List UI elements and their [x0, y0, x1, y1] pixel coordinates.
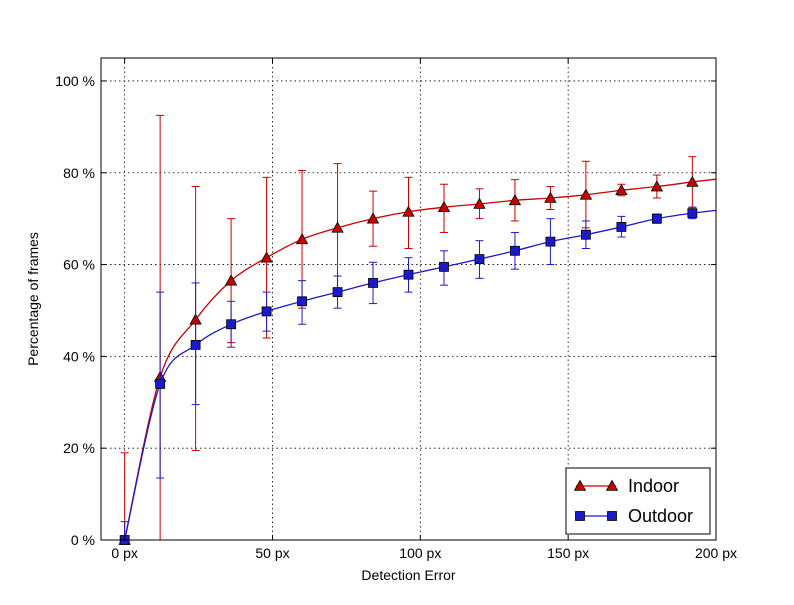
- y-tick-label: 60 %: [63, 257, 95, 273]
- data-point: [261, 306, 272, 317]
- data-point: [439, 261, 449, 272]
- data-point: [616, 222, 627, 232]
- y-axis-label: Percentage of frames: [25, 232, 41, 366]
- x-tick-label: 100 px: [399, 545, 441, 561]
- x-tick-label: 150 px: [547, 545, 589, 561]
- data-point: [368, 278, 378, 288]
- legend-item-outdoor: Outdoor: [575, 506, 693, 526]
- data-point: [544, 191, 557, 203]
- y-tick-label: 40 %: [63, 348, 95, 364]
- data-point: [615, 183, 628, 196]
- data-point: [366, 212, 380, 224]
- x-tick-label: 0 px: [111, 545, 137, 561]
- y-tick-label: 100 %: [55, 73, 95, 89]
- data-point: [686, 175, 699, 187]
- y-tick-label: 20 %: [63, 440, 95, 456]
- data-point: [545, 236, 556, 247]
- data-point: [473, 197, 486, 209]
- data-point: [474, 254, 485, 264]
- plot-frame: [100, 57, 717, 541]
- legend: Indoor Outdoor: [565, 467, 711, 535]
- series-layer: [118, 114, 717, 545]
- x-tick-label: 50 px: [255, 545, 289, 561]
- data-point: [295, 233, 309, 245]
- data-point: [402, 205, 415, 217]
- legend-item-indoor: Indoor: [573, 476, 679, 496]
- legend-marker: [607, 511, 617, 521]
- data-point: [403, 269, 414, 280]
- legend-marker: [575, 511, 585, 521]
- data-point: [437, 200, 451, 212]
- y-tick-labels: 0 % 20 % 40 % 60 % 80 % 100 %: [55, 73, 95, 548]
- data-point: [332, 287, 343, 298]
- data-point: [224, 274, 238, 286]
- series-outdoor: [119, 206, 717, 545]
- data-point: [297, 296, 307, 307]
- legend-marker: [573, 479, 587, 491]
- legend-label: Outdoor: [628, 506, 693, 526]
- data-point: [155, 379, 166, 389]
- data-point: [651, 213, 662, 224]
- data-point: [226, 319, 236, 330]
- legend-marker: [605, 479, 619, 491]
- y-tick-label: 0 %: [71, 532, 95, 548]
- x-tick-label: 200 px: [695, 545, 737, 561]
- x-tick-labels: 0 px 50 px 100 px 150 px 200 px: [111, 545, 737, 561]
- legend-label: Indoor: [628, 476, 679, 496]
- data-point: [650, 180, 664, 192]
- data-point: [331, 221, 344, 233]
- data-point: [687, 208, 698, 219]
- legend-box: [565, 467, 711, 535]
- x-axis-label: Detection Error: [361, 567, 455, 583]
- data-point: [508, 193, 522, 206]
- data-point: [579, 188, 593, 200]
- data-point: [510, 245, 520, 256]
- data-point: [260, 251, 273, 263]
- y-tick-label: 80 %: [63, 165, 95, 181]
- tick-marks: [101, 58, 717, 541]
- data-point: [581, 229, 591, 240]
- data-point: [190, 340, 201, 350]
